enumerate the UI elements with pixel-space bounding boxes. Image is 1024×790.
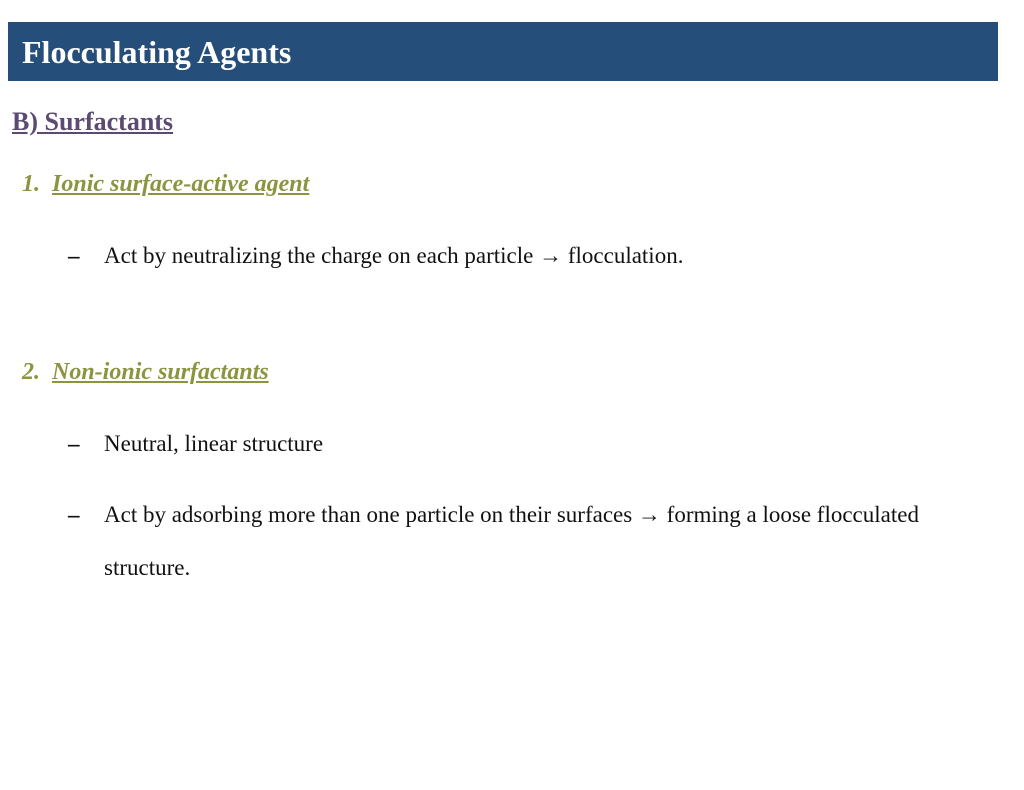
item-1-heading: 1.Ionic surface-active agent [22, 171, 998, 198]
dash-icon: – [68, 418, 104, 471]
bullet-text: Act by adsorbing more than one particle … [104, 489, 998, 595]
item-1-number: 1. [22, 171, 52, 198]
slide-title: Flocculating Agents [8, 22, 998, 81]
bullet-text: Act by neutralizing the charge on each p… [104, 230, 998, 283]
section-heading: B) Surfactants [12, 107, 998, 137]
item-2-number: 2. [22, 359, 52, 386]
list-item: – Neutral, linear structure [68, 418, 998, 471]
item-2-heading: 2.Non-ionic surfactants [22, 359, 998, 386]
bullet-text: Neutral, linear structure [104, 418, 998, 471]
item-1-title: Ionic surface-active agent [52, 171, 309, 197]
list-item: – Act by neutralizing the charge on each… [68, 230, 998, 283]
item-2-title: Non-ionic surfactants [52, 359, 269, 385]
slide-content: B) Surfactants 1.Ionic surface-active ag… [0, 81, 1024, 595]
dash-icon: – [68, 489, 104, 595]
dash-icon: – [68, 230, 104, 283]
list-item: – Act by adsorbing more than one particl… [68, 489, 998, 595]
